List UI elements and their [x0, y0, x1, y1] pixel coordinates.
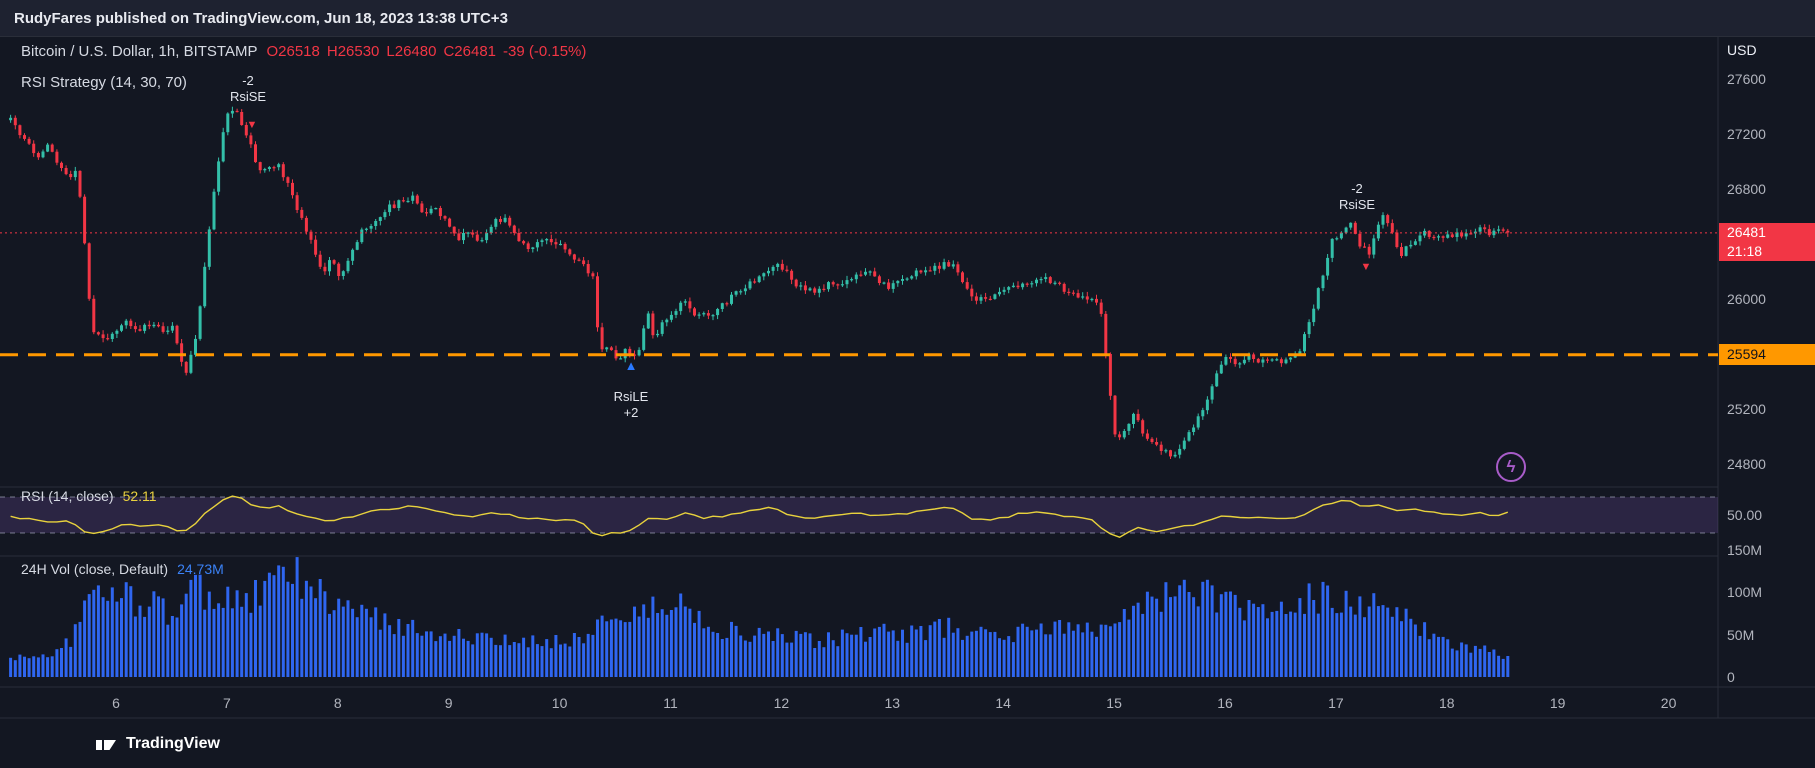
short-arrow-icon-1: ▼	[246, 119, 258, 131]
time-axis-label[interactable]: 19	[1549, 695, 1566, 711]
time-axis-label[interactable]: 9	[444, 695, 453, 711]
time-axis-label[interactable]: 12	[773, 695, 790, 711]
ohlc-token: H26530	[326, 43, 380, 60]
strategy-title: RSI Strategy (14, 30, 70)	[21, 74, 187, 91]
price-axis-label[interactable]: 26000	[1727, 291, 1766, 307]
price-axis-label[interactable]: 24800	[1727, 456, 1766, 472]
signal-qty: -2	[1351, 181, 1363, 196]
time-axis-label[interactable]: 15	[1106, 695, 1122, 711]
signal-name: RsiSE	[229, 89, 267, 104]
rsi-axis-label[interactable]: 50.00	[1727, 507, 1763, 523]
volume-axis-label[interactable]: 100M	[1727, 584, 1763, 600]
symbol-title: Bitcoin / U.S. Dollar, 1h, BITSTAMP	[21, 43, 258, 60]
rsi-value: 52.11	[122, 488, 157, 504]
long-signal-label: RsiLE +2	[614, 389, 649, 421]
flash-button[interactable]: ϟ	[1496, 452, 1526, 482]
time-axis-label[interactable]: 16	[1217, 695, 1233, 711]
current-price-value: 26481	[1727, 224, 1766, 240]
volume-label: 24H Vol (close, Default)	[21, 561, 169, 577]
volume-axis-label[interactable]: 0	[1727, 669, 1735, 685]
volume-axis-label[interactable]: 150M	[1727, 541, 1763, 558]
signal-qty: -2	[242, 73, 254, 88]
ohlc-values: O26518 H26530 L26480 C26481 -39 (-0.15%)	[266, 43, 593, 60]
ohlc-token: L26480	[386, 43, 437, 60]
signal-qty: +2	[623, 405, 639, 420]
rsi-line	[10, 495, 1509, 538]
volume-axis-label[interactable]: 50M	[1727, 626, 1755, 643]
attribution-text: RudyFares published on TradingView.com, …	[14, 9, 508, 27]
price-axis-label[interactable]: 25200	[1727, 401, 1766, 417]
short-signal-label-1: -2 RsiSE	[230, 73, 266, 105]
time-axis-label[interactable]: 14	[995, 695, 1011, 711]
strategy-legend[interactable]: RSI Strategy (14, 30, 70)	[21, 74, 187, 91]
signal-name: RsiLE	[613, 389, 649, 404]
level-price-badge: 25594	[1719, 344, 1815, 365]
long-arrow-icon: ▲	[624, 358, 638, 373]
price-axis-label[interactable]: 27200	[1727, 126, 1766, 142]
candlestick-series	[9, 106, 1510, 459]
price-axis-label[interactable]: 27600	[1727, 71, 1766, 87]
tradingview-logo-icon	[96, 739, 116, 750]
bar-countdown: 21:18	[1727, 243, 1763, 259]
time-axis-label[interactable]: 11	[663, 695, 678, 711]
price-axis-label[interactable]: 26800	[1727, 181, 1766, 197]
time-axis-label[interactable]: 17	[1328, 695, 1344, 711]
short-arrow-icon-2: ▼	[1360, 261, 1372, 273]
volume-value: 24.73M	[177, 561, 224, 577]
short-signal-label-2: -2 RsiSE	[1339, 181, 1375, 213]
time-axis-label[interactable]: 10	[551, 695, 568, 711]
time-axis-label[interactable]: 18	[1439, 695, 1455, 711]
rsi-legend[interactable]: RSI (14, close) 52.11	[21, 488, 157, 504]
rsi-label: RSI (14, close)	[21, 488, 114, 504]
time-axis-label[interactable]: 8	[333, 695, 342, 711]
currency-label: USD	[1727, 42, 1757, 58]
tradingview-wordmark: TradingView	[126, 735, 220, 752]
current-price-badge: 26481 21:18	[1719, 223, 1815, 261]
signal-name: RsiSE	[1338, 197, 1376, 212]
tradingview-logo[interactable]: TradingView	[96, 735, 220, 753]
symbol-legend[interactable]: Bitcoin / U.S. Dollar, 1h, BITSTAMP O265…	[21, 43, 593, 60]
volume-series	[9, 557, 1510, 677]
ohlc-token: C26481	[443, 43, 497, 60]
volume-legend[interactable]: 24H Vol (close, Default) 24.73M	[21, 561, 224, 577]
ohlc-token: O26518	[266, 43, 320, 60]
time-axis-label[interactable]: 7	[222, 695, 231, 711]
time-axis-label[interactable]: 20	[1660, 695, 1677, 711]
rsi-band	[0, 497, 1718, 533]
time-axis-label[interactable]: 13	[884, 695, 901, 711]
time-axis-label[interactable]: 6	[112, 695, 120, 711]
lightning-icon: ϟ	[1506, 457, 1516, 476]
ohlc-token: -39 (-0.15%)	[503, 43, 587, 60]
attribution-bar: RudyFares published on TradingView.com, …	[0, 0, 1815, 37]
